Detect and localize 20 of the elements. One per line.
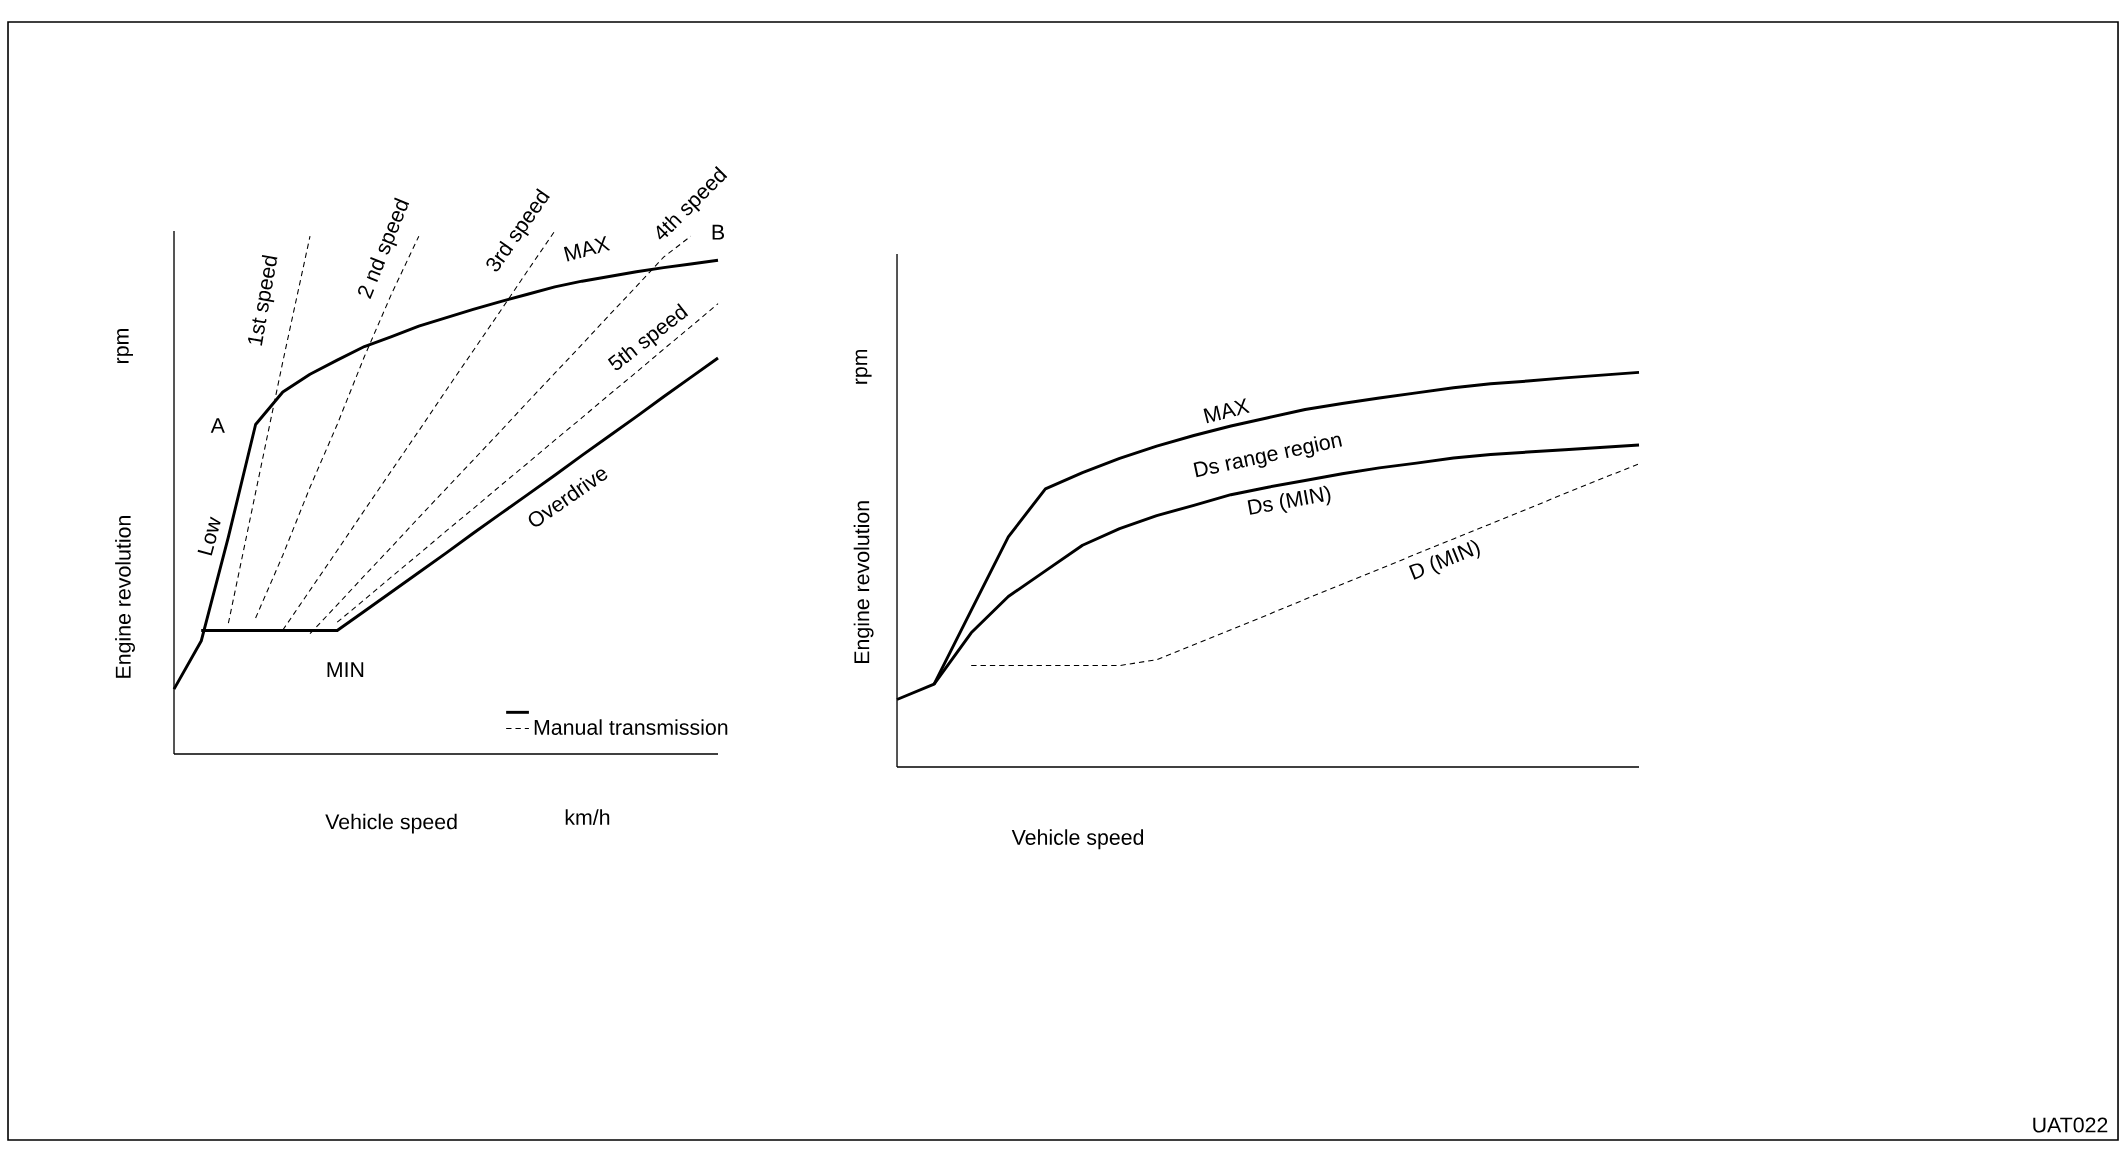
annotation: Ds range region [1193, 435, 1342, 478]
text: rpm [117, 329, 134, 363]
x-axis-title: Vehicle speed [325, 813, 457, 834]
annotation: A [210, 418, 225, 433]
text: D (MIN) [1408, 539, 1480, 580]
annotation: B [712, 224, 725, 240]
annotation: MIN [327, 662, 364, 677]
y-axis-title: Engine revolution [115, 516, 135, 678]
text: rpm [855, 349, 872, 384]
annotation: Low [197, 516, 221, 556]
text: MAX [1203, 398, 1250, 424]
annotation: 2 nd speed [358, 197, 410, 299]
annotation: MAX [563, 235, 611, 262]
legend-label: Manual transmission [534, 719, 728, 735]
y-axis-title: Engine revolution [853, 501, 874, 663]
text: Ds (MIN) [1247, 485, 1331, 515]
text: km/h [565, 809, 610, 825]
annotation: 1st speed [248, 254, 278, 346]
x-axis-title: Vehicle speed [1011, 829, 1144, 850]
text: UAT022 [2033, 1117, 2108, 1133]
